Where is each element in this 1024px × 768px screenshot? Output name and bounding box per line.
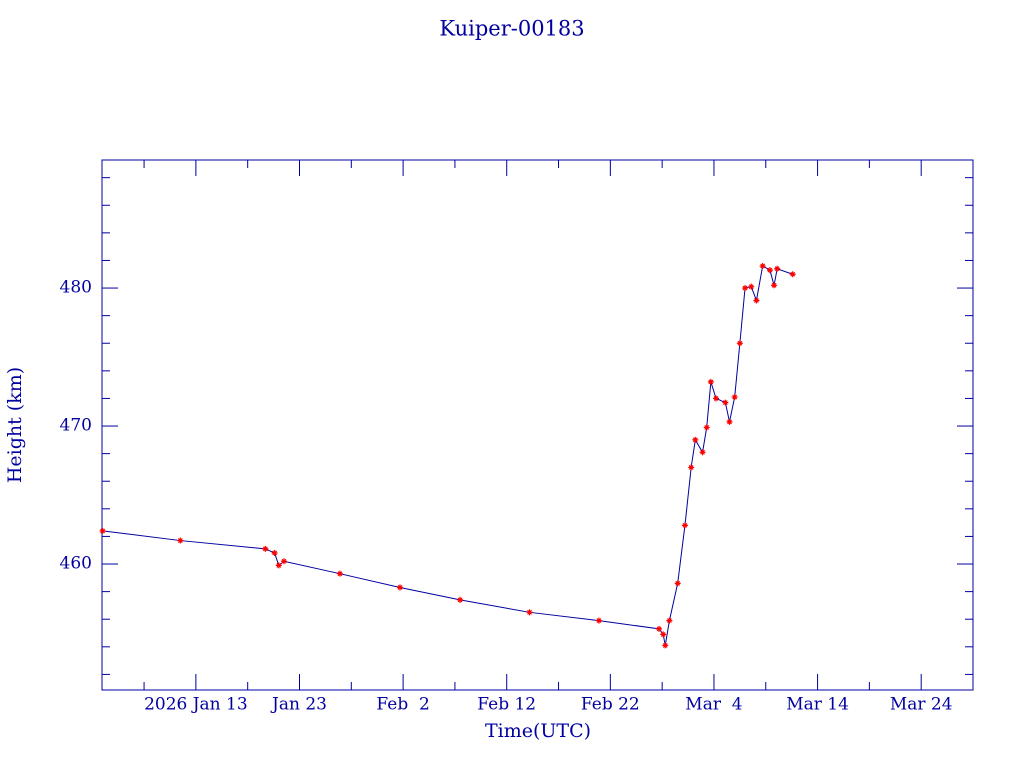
point-marker: [771, 282, 778, 289]
plot-frame: [101, 159, 974, 691]
point-marker: [753, 297, 760, 304]
series-line: [102, 265, 793, 646]
x-tick-label: Jan 23: [270, 695, 327, 715]
point-marker: [748, 283, 755, 290]
x-tick-label: Feb 22: [581, 695, 640, 715]
point-marker: [666, 617, 673, 624]
point-marker: [526, 609, 533, 616]
x-tick-label: Mar 4: [685, 695, 742, 715]
point-marker: [681, 522, 688, 529]
point-marker: [275, 562, 282, 569]
y-tick-label: 480: [60, 278, 92, 298]
point-marker: [99, 527, 106, 534]
point-marker: [271, 549, 278, 556]
x-tick-label: Feb 12: [477, 695, 536, 715]
point-marker: [674, 580, 681, 587]
point-marker: [336, 570, 343, 577]
point-marker: [688, 464, 695, 471]
point-marker: [731, 394, 738, 401]
point-marker: [280, 558, 287, 565]
x-tick-label: 2026 Jan 13: [144, 695, 248, 715]
x-tick-label: Mar 14: [786, 695, 849, 715]
point-marker: [726, 418, 733, 425]
y-tick-label: 460: [60, 554, 92, 574]
point-marker: [722, 399, 729, 406]
x-tick-label: Mar 24: [890, 695, 953, 715]
y-axis-label: Height (km): [4, 367, 26, 483]
point-marker: [662, 642, 669, 649]
chart-title: Kuiper-00183: [439, 17, 584, 41]
point-marker: [457, 596, 464, 603]
y-tick-label: 470: [60, 416, 92, 436]
point-marker: [713, 395, 720, 402]
point-marker: [742, 285, 749, 292]
point-marker: [397, 584, 404, 591]
point-marker: [759, 262, 766, 269]
point-marker: [656, 625, 663, 632]
point-marker: [736, 340, 743, 347]
point-marker: [595, 617, 602, 624]
point-marker: [707, 378, 714, 385]
x-tick-label: Feb 2: [376, 695, 429, 715]
point-marker: [703, 424, 710, 431]
point-marker: [262, 545, 269, 552]
point-marker: [660, 631, 667, 638]
point-marker: [789, 271, 796, 278]
x-axis-label: Time(UTC): [485, 720, 591, 742]
point-marker: [766, 267, 773, 274]
point-marker: [177, 537, 184, 544]
point-marker: [699, 449, 706, 456]
point-marker: [692, 436, 699, 443]
point-marker: [774, 265, 781, 272]
